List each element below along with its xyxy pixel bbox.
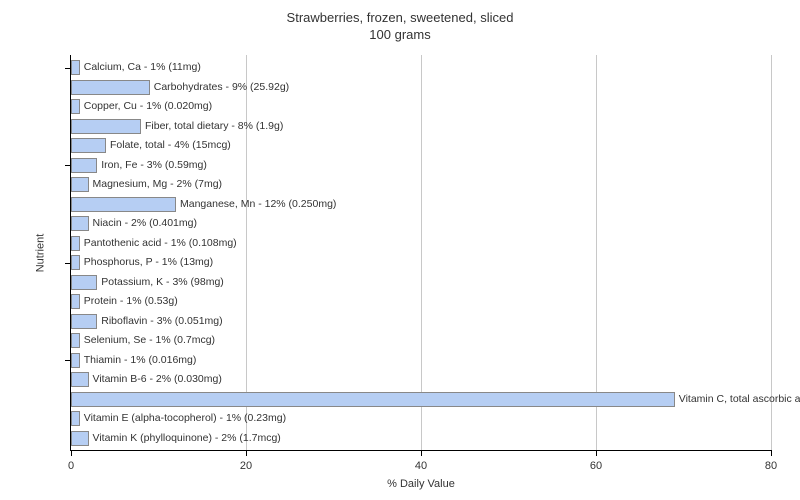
x-axis-label: % Daily Value (71, 478, 771, 490)
nutrient-bar (71, 431, 89, 446)
title-line-2: 100 grams (369, 27, 430, 42)
nutrient-bar (71, 177, 89, 192)
nutrient-bar (71, 138, 106, 153)
nutrient-bar-label: Protein - 1% (0.53g) (84, 294, 178, 309)
nutrient-bar-label: Copper, Cu - 1% (0.020mg) (84, 99, 212, 114)
nutrient-bar-label: Magnesium, Mg - 2% (7mg) (93, 177, 223, 192)
nutrient-bar (71, 158, 97, 173)
nutrient-bar-label: Carbohydrates - 9% (25.92g) (154, 80, 289, 95)
x-tick-label: 60 (590, 460, 602, 472)
nutrient-bar (71, 294, 80, 309)
nutrient-bar-label: Vitamin C, total ascorbic acid - 69% (41… (679, 392, 800, 407)
x-tick (596, 450, 597, 456)
x-tick-label: 40 (415, 460, 427, 472)
nutrient-bar-label: Phosphorus, P - 1% (13mg) (84, 255, 213, 270)
nutrient-bar-label: Thiamin - 1% (0.016mg) (84, 353, 197, 368)
nutrient-bar (71, 119, 141, 134)
nutrient-bar-label: Potassium, K - 3% (98mg) (101, 275, 224, 290)
nutrient-bar-label: Vitamin E (alpha-tocopherol) - 1% (0.23m… (84, 411, 286, 426)
chart-title: Strawberries, frozen, sweetened, sliced … (0, 10, 800, 44)
nutrient-bar (71, 255, 80, 270)
x-tick-label: 80 (765, 460, 777, 472)
nutrient-bar-label: Fiber, total dietary - 8% (1.9g) (145, 119, 283, 134)
nutrient-bar-label: Iron, Fe - 3% (0.59mg) (101, 158, 207, 173)
y-axis-label: Nutrient (34, 233, 46, 272)
plot-area: Nutrient % Daily Value 020406080Calcium,… (70, 55, 771, 451)
nutrient-bar (71, 275, 97, 290)
nutrient-bar-label: Vitamin B-6 - 2% (0.030mg) (93, 372, 222, 387)
nutrient-chart: Strawberries, frozen, sweetened, sliced … (0, 0, 800, 500)
nutrient-bar-label: Pantothenic acid - 1% (0.108mg) (84, 236, 237, 251)
x-tick (71, 450, 72, 456)
nutrient-bar-label: Selenium, Se - 1% (0.7mcg) (84, 333, 215, 348)
nutrient-bar (71, 99, 80, 114)
nutrient-bar (71, 353, 80, 368)
nutrient-bar (71, 411, 80, 426)
nutrient-bar (71, 392, 675, 407)
nutrient-bar-label: Vitamin K (phylloquinone) - 2% (1.7mcg) (93, 431, 281, 446)
nutrient-bar (71, 236, 80, 251)
nutrient-bar-label: Folate, total - 4% (15mcg) (110, 138, 231, 153)
nutrient-bar-label: Calcium, Ca - 1% (11mg) (84, 60, 201, 75)
nutrient-bar (71, 60, 80, 75)
nutrient-bar (71, 216, 89, 231)
nutrient-bar (71, 314, 97, 329)
nutrient-bar-label: Manganese, Mn - 12% (0.250mg) (180, 197, 336, 212)
x-tick (246, 450, 247, 456)
x-tick (421, 450, 422, 456)
nutrient-bar-label: Niacin - 2% (0.401mg) (93, 216, 197, 231)
x-tick-label: 20 (240, 460, 252, 472)
x-tick-label: 0 (68, 460, 74, 472)
nutrient-bar-label: Riboflavin - 3% (0.051mg) (101, 314, 222, 329)
x-tick (771, 450, 772, 456)
nutrient-bar (71, 372, 89, 387)
title-line-1: Strawberries, frozen, sweetened, sliced (287, 10, 514, 25)
nutrient-bar (71, 80, 150, 95)
nutrient-bar (71, 197, 176, 212)
nutrient-bar (71, 333, 80, 348)
